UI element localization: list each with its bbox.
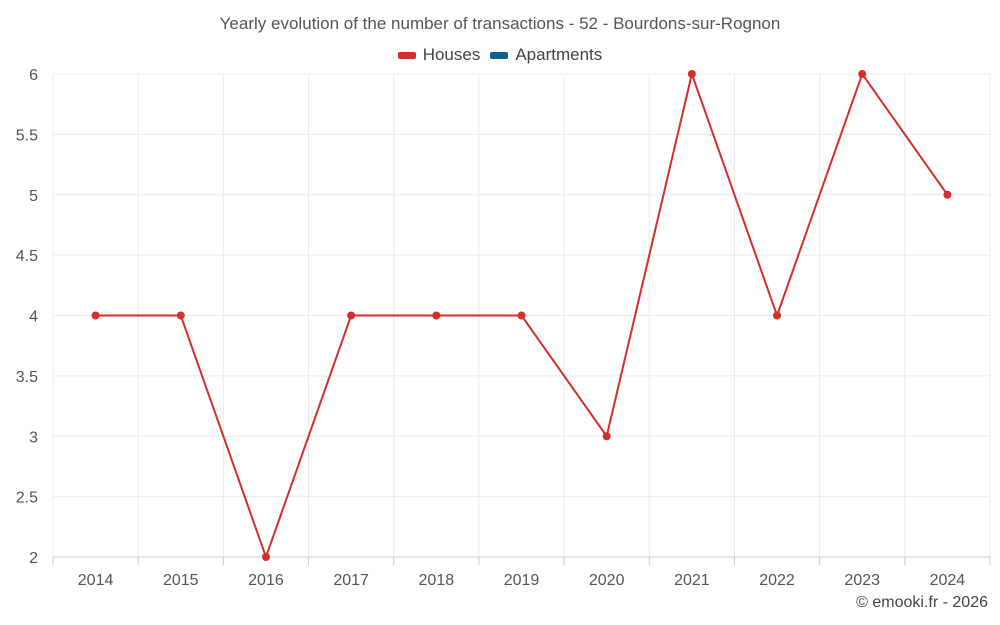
- data-point-houses[interactable]: [261, 553, 270, 561]
- x-tick-label: 2023: [844, 572, 880, 589]
- y-tick-label: 2.5: [16, 490, 38, 507]
- series-layer: [91, 70, 952, 561]
- x-axis: [52, 556, 991, 565]
- y-tick-label: 4.5: [16, 248, 38, 265]
- data-point-houses[interactable]: [858, 70, 867, 78]
- data-point-houses[interactable]: [517, 311, 526, 320]
- data-point-houses[interactable]: [602, 432, 611, 441]
- legend-swatch-houses: [397, 51, 416, 59]
- x-tick-label: 2021: [674, 572, 710, 589]
- x-tick-label: 2018: [419, 572, 455, 589]
- legend-swatch-apartments: [490, 51, 509, 59]
- y-tick-label: 3.5: [16, 369, 38, 386]
- y-tick-label: 4: [29, 309, 38, 326]
- x-tick-label: 2016: [248, 572, 284, 589]
- y-tick-label: 5: [29, 188, 38, 205]
- x-tick-label: 2022: [759, 572, 795, 589]
- legend-item-apartments[interactable]: Apartments: [490, 45, 602, 65]
- data-point-houses[interactable]: [943, 190, 952, 199]
- chart-legend: Houses Apartments: [0, 45, 1000, 65]
- y-tick-label: 3: [29, 429, 38, 446]
- data-point-houses[interactable]: [347, 311, 356, 320]
- data-point-houses[interactable]: [432, 311, 441, 320]
- copyright-footer: © emooki.fr - 2026: [856, 594, 988, 611]
- x-tick-label: 2014: [78, 572, 114, 589]
- y-tick-label: 2: [29, 550, 38, 567]
- legend-label-apartments: Apartments: [515, 45, 603, 64]
- data-point-houses[interactable]: [773, 311, 782, 320]
- x-axis-labels: 2014 2015 2016 2017 2018 2019 2020 2021 2022 2023…: [78, 572, 966, 589]
- chart-title: Yearly evolution of the number of transa…: [219, 14, 781, 33]
- data-point-houses[interactable]: [176, 311, 185, 320]
- x-tick-label: 2024: [930, 572, 966, 589]
- x-tick-label: 2019: [504, 572, 540, 589]
- data-point-houses[interactable]: [687, 70, 696, 78]
- legend-label-houses: Houses: [422, 45, 481, 64]
- y-tick-label: 6: [29, 67, 38, 84]
- legend-item-houses[interactable]: Houses: [397, 45, 481, 65]
- x-tick-label: 2017: [333, 572, 369, 589]
- y-axis-labels: 2 2.5 3 3.5 4 4.5 5 5.5 6: [16, 67, 38, 567]
- x-tick-label: 2020: [589, 572, 625, 589]
- data-point-houses[interactable]: [91, 311, 100, 320]
- x-tick-label: 2015: [163, 572, 199, 589]
- y-tick-label: 5.5: [16, 127, 38, 144]
